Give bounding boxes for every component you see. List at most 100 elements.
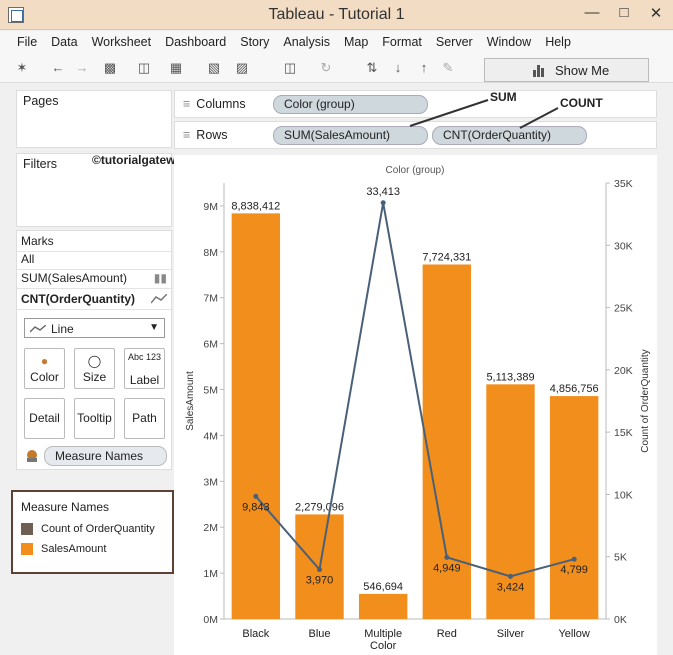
measure-names-legend: Measure Names Count of OrderQuantity Sal… <box>11 490 174 574</box>
bar-value-label: 5,113,389 <box>486 371 534 383</box>
bar-red <box>422 264 472 619</box>
menu-bar: File Data Worksheet Dashboard Story Anal… <box>0 31 673 53</box>
sum-salesamount-pill[interactable]: SUM(SalesAmount) <box>273 126 428 145</box>
size-button[interactable]: ◯ Size <box>74 348 115 389</box>
duplicate-sheet-icon[interactable]: ▧ <box>207 60 221 75</box>
back-icon[interactable]: ← <box>51 60 65 75</box>
combo-chart: Color (group) 0M 1M 2M 3M 4M 5M 6M 7M 8M 9M 0K 5K 10K… <box>185 165 651 652</box>
chevron-down-icon: ▼ <box>149 322 159 333</box>
line-value-label: 4,799 <box>560 564 588 576</box>
chart-title: Color (group) <box>386 165 445 176</box>
menu-format[interactable]: Format <box>382 35 422 49</box>
tableau-logo-icon[interactable]: ✶ <box>16 60 28 75</box>
legend-label: SalesAmount <box>41 543 107 555</box>
y2-tick-label: 20K <box>614 365 633 377</box>
count-callout: COUNT <box>560 96 603 110</box>
menu-story[interactable]: Story <box>240 35 270 49</box>
menu-worksheet[interactable]: Worksheet <box>91 35 152 49</box>
y2-tick-label: 25K <box>614 303 633 315</box>
palette-icon: ● <box>40 354 49 368</box>
menu-map[interactable]: Map <box>343 35 369 49</box>
pages-title: Pages <box>23 94 59 108</box>
path-button-label: Path <box>132 411 157 425</box>
menu-dashboard[interactable]: Dashboard <box>165 35 227 49</box>
marks-cnt-orderquantity-tab[interactable]: CNT(OrderQuantity) <box>21 289 169 309</box>
legend-label: Count of OrderQuantity <box>41 523 155 535</box>
y2-tick-label: 5K <box>614 552 627 564</box>
count-line-point <box>317 567 322 573</box>
close-button[interactable]: ✕ <box>649 5 663 22</box>
color-group-pill[interactable]: Color (group) <box>273 95 428 114</box>
y2-tick-label: 15K <box>614 427 633 439</box>
y2-tick-label: 10K <box>614 489 633 501</box>
color-encoding-icon <box>25 450 39 462</box>
y-tick-label: 7M <box>203 293 218 305</box>
app-icon <box>8 7 24 23</box>
highlight-icon[interactable]: ✎ <box>442 60 454 75</box>
bar-yellow <box>549 396 599 619</box>
line-value-label: 3,970 <box>306 575 334 587</box>
menu-server[interactable]: Server <box>435 35 473 49</box>
line-icon <box>30 325 46 333</box>
abc-icon: Abc 123 <box>127 352 162 362</box>
count-line-point <box>253 493 259 499</box>
cnt-orderquantity-pill[interactable]: CNT(OrderQuantity) <box>432 126 587 145</box>
detail-button[interactable]: Detail <box>24 398 65 439</box>
y2-axis-title: Count of OrderQuantity <box>640 349 651 452</box>
new-worksheet-icon[interactable]: ▦ <box>169 60 183 75</box>
x-tick-label: Multiple <box>364 628 402 640</box>
line-value-label: 3,424 <box>497 581 525 593</box>
menu-window[interactable]: Window <box>486 35 532 49</box>
line-value-label: 4,949 <box>433 562 461 574</box>
path-button[interactable]: Path <box>124 398 165 439</box>
x-tick-label: Blue <box>308 628 330 640</box>
menu-data[interactable]: Data <box>51 35 78 49</box>
label-button[interactable]: Abc 123 Label <box>124 348 165 389</box>
x-axis-title: Color <box>370 640 397 652</box>
size-button-label: Size <box>82 370 107 384</box>
clear-sheet-icon[interactable]: ▨ <box>235 60 249 75</box>
rows-shelf[interactable]: Rows SUM(SalesAmount) CNT(OrderQuantity) <box>174 121 657 149</box>
menu-help[interactable]: Help <box>545 35 571 49</box>
new-datasource-icon[interactable]: ◫ <box>137 60 151 75</box>
show-me-button[interactable]: Show Me <box>484 58 649 82</box>
swap-icon[interactable]: ⇅ <box>366 60 378 75</box>
forward-icon[interactable]: → <box>75 60 89 75</box>
x-tick-label: Red <box>437 628 457 640</box>
save-icon[interactable]: ▩ <box>103 60 117 75</box>
marks-measure1-label: SUM(SalesAmount) <box>21 271 128 285</box>
marks-all-tab[interactable]: All <box>21 252 35 266</box>
legend-title: Measure Names <box>21 500 110 514</box>
pause-updates-icon[interactable]: ◫ <box>283 60 297 75</box>
refresh-icon[interactable]: ↻ <box>320 60 332 75</box>
x-tick-label: Silver <box>497 628 525 640</box>
detail-button-label: Detail <box>29 411 60 425</box>
window-title: Tableau - Tutorial 1 <box>268 6 405 23</box>
menu-file[interactable]: File <box>17 35 38 49</box>
maximize-button[interactable]: □ <box>619 4 629 21</box>
tooltip-button[interactable]: Tooltip <box>74 398 115 439</box>
y-tick-label: 6M <box>203 339 218 351</box>
legend-swatch <box>21 523 33 535</box>
measure-names-pill[interactable]: Measure Names <box>44 446 167 466</box>
bar-multiple <box>358 593 408 619</box>
count-line-point <box>444 554 450 560</box>
columns-shelf[interactable]: Columns Color (group) <box>174 90 657 118</box>
pages-card[interactable]: Pages <box>16 90 172 148</box>
marks-sum-salesamount-tab[interactable]: SUM(SalesAmount) ▮▮ <box>21 268 169 288</box>
mark-type-dropdown[interactable]: Line ▼ <box>24 318 165 338</box>
columns-label: Columns <box>183 97 245 111</box>
bar-silver <box>486 384 535 619</box>
sort-ascending-icon[interactable]: ↓ <box>394 60 402 75</box>
x-tick-label: Yellow <box>558 628 589 640</box>
mark-type-value: Line <box>51 322 74 336</box>
color-button[interactable]: ● Color <box>24 348 65 389</box>
bar-mark-icon: ▮▮ <box>153 271 167 285</box>
bar-value-label: 4,856,756 <box>550 383 599 395</box>
filters-card[interactable]: Filters <box>16 153 172 227</box>
size-icon: ◯ <box>87 354 102 368</box>
minimize-button[interactable]: — <box>584 4 600 21</box>
sort-descending-icon[interactable]: ↑ <box>420 60 428 75</box>
menu-analysis[interactable]: Analysis <box>283 35 330 49</box>
